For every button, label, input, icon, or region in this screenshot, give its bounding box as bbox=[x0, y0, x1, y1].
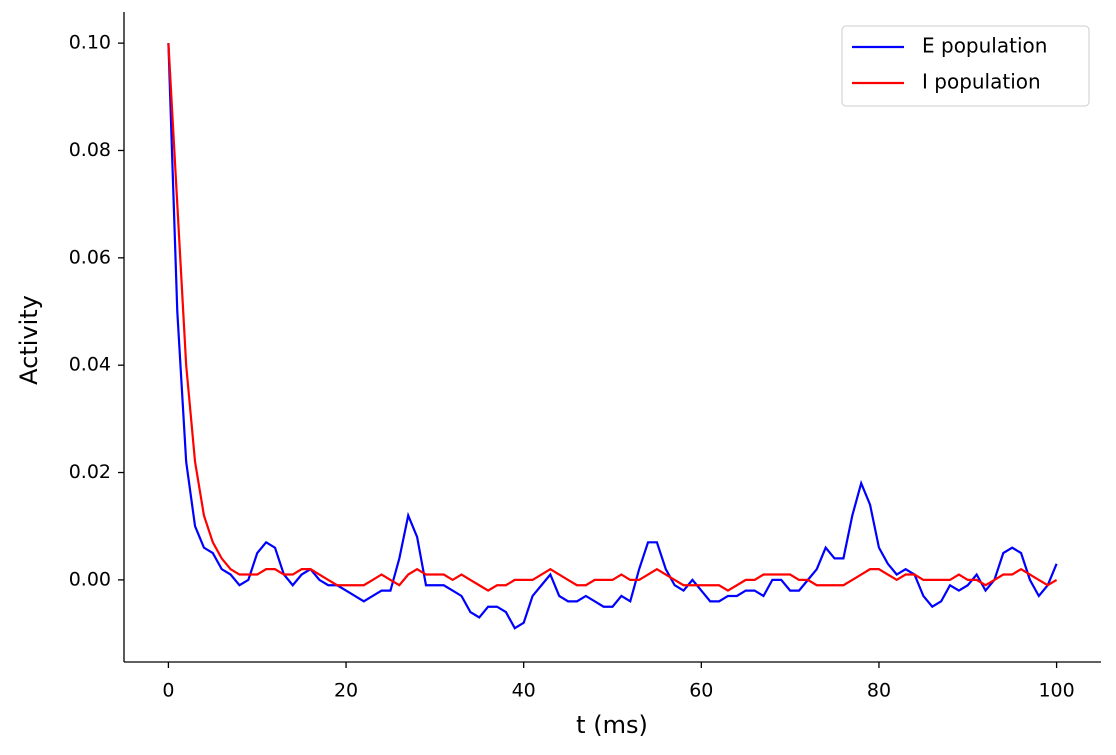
x-tick-label: 80 bbox=[867, 680, 891, 702]
y-tick-label: 0.06 bbox=[69, 246, 111, 268]
y-tick-label: 0.02 bbox=[69, 461, 111, 483]
y-tick-label: 0.00 bbox=[69, 568, 111, 590]
data-line bbox=[167, 43, 1058, 630]
x-axis-label: t (ms) bbox=[576, 711, 648, 739]
y-tick-label: 0.10 bbox=[69, 32, 111, 54]
y-axis-label: Activity bbox=[15, 295, 43, 385]
legend-label: I population bbox=[922, 70, 1041, 94]
x-tick-label: 100 bbox=[1038, 680, 1074, 702]
x-tick-label: 40 bbox=[512, 680, 536, 702]
x-tick-label: 0 bbox=[162, 680, 174, 702]
data-line bbox=[167, 43, 1058, 592]
legend-label: E population bbox=[922, 34, 1047, 58]
x-tick-label: 60 bbox=[689, 680, 713, 702]
y-tick-label: 0.04 bbox=[69, 354, 111, 376]
x-tick-label: 20 bbox=[334, 680, 358, 702]
y-tick-label: 0.08 bbox=[69, 139, 111, 161]
